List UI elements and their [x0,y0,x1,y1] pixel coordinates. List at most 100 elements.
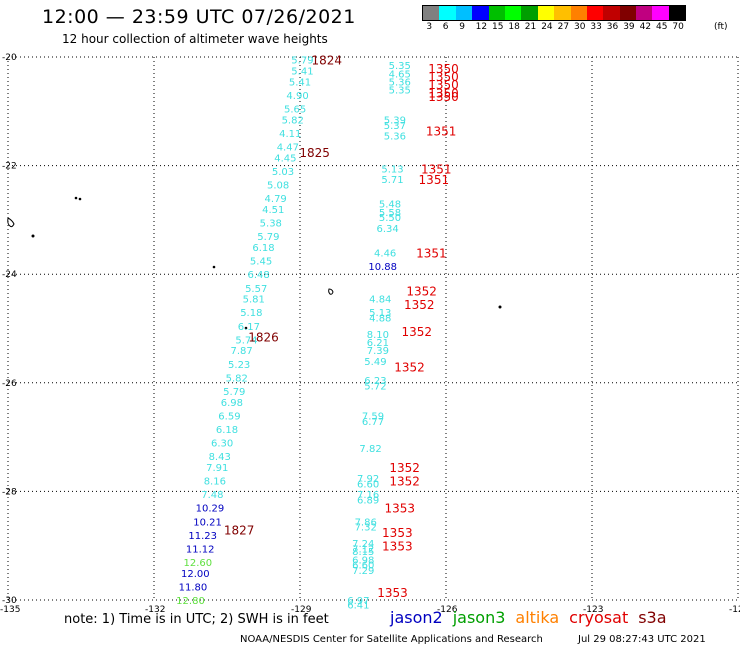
color-swatch [423,6,440,20]
wave-height-value: 4.84 [369,295,391,306]
wave-height-value: 5.39 [384,115,406,126]
map-grid [7,56,739,601]
color-scale-label: 15 [492,22,504,32]
wave-height-value: 5.72 [364,382,386,393]
wave-height-value: 4.11 [279,129,301,140]
color-swatch [619,6,637,20]
pass-time-label: 1824 [311,54,342,68]
wave-height-value: 7.87 [230,346,252,357]
wave-height-value: 5.13 [369,308,391,319]
color-scale-bar [422,5,687,21]
color-scale-label: 9 [459,22,465,32]
wave-height-value: 7.82 [359,444,381,455]
wave-height-value: 5.50 [379,213,401,224]
wave-height-value: 7.24 [352,539,374,550]
pass-time-label: 1352 [406,284,437,298]
wave-height-value: 10.21 [193,517,222,528]
wave-height-value: 12.80 [176,596,205,607]
island-outlines [7,196,502,330]
wave-height-value: 5.79 [223,387,245,398]
axis-tick-labels: -135 -132 -129 -126 -123 -120 -20 -22 -24 -26 -28 -… [0,53,740,615]
wave-height-value: 4.65 [389,69,411,80]
wave-height-value: 7.86 [355,517,377,528]
island-marker [328,288,334,295]
wave-height-value: 6.23 [364,376,386,387]
wave-height-value: 6.59 [218,411,240,422]
x-tick-label: -135 [0,605,20,615]
wave-height-value: 4.79 [265,194,287,205]
wave-height-value: 12.00 [181,569,210,580]
satellite-legend-item: jason2 [390,608,443,627]
y-tick-label: -24 [2,270,17,280]
wave-height-value: 5.37 [384,121,406,132]
satellite-legend: jason2 jason3 altika cryosat s3a [390,608,677,627]
page-subtitle: 12 hour collection of altimeter wave hei… [62,32,328,46]
pass-time-label: 1352 [402,325,433,339]
wave-height-value: 12.60 [183,558,212,569]
wave-height-value: 5.49 [364,357,386,368]
wave-height-value: 4.90 [286,91,308,102]
island-marker [498,305,502,309]
wave-height-value: 10.88 [368,262,397,273]
wave-height-value: 11.80 [179,582,208,593]
pass-time-label: 1351 [426,124,457,138]
wave-height-value: 6.77 [362,417,384,428]
wave-height-value: 6.30 [211,439,233,450]
y-tick-label: -30 [2,596,17,606]
wave-height-value: 7.16 [357,490,379,501]
pass-time-label: 1825 [299,146,330,160]
wave-height-value: 6.17 [238,322,260,333]
y-tick-label: -22 [2,162,17,172]
wave-height-value: 6.60 [357,479,379,490]
wave-height-value: 6.89 [357,496,379,507]
wave-height-value: 5.41 [291,67,313,78]
island-marker [244,326,248,330]
wave-height-value: 5.23 [228,360,250,371]
wave-height-value: 6.98 [352,555,374,566]
wave-height-value: 4.47 [277,143,299,154]
wave-height-value: 5.82 [282,115,304,126]
wave-height-value: 6.18 [252,243,274,254]
wave-height-value: 4.88 [369,314,391,325]
color-scale-label: 39 [623,22,635,32]
color-swatch [537,6,555,20]
y-tick-label: -20 [2,53,17,63]
wave-height-value: 5.35 [389,61,411,72]
satellite-legend-item: jason3 [452,608,506,627]
color-swatch [603,6,620,20]
wave-height-value: 5.03 [272,167,294,178]
wave-height-value: 5.65 [284,105,306,116]
wave-height-value: 5.57 [245,284,267,295]
wave-height-value: 7.12 [352,544,374,555]
wave-height-value: 5.41 [289,77,311,88]
color-swatch [504,6,522,20]
color-scale-label: 45 [656,22,668,32]
pass-time-label: 1826 [248,331,279,345]
color-swatch [570,6,587,20]
pass-time-label: 1353 [382,526,413,540]
x-tick-label: -129 [291,605,312,615]
pass-time-label: 1353 [382,540,413,554]
wave-height-value: 5.82 [226,373,248,384]
pass-time-label: 1351 [421,162,452,176]
color-swatch [668,6,686,20]
island-marker [7,217,15,228]
pass-time-labels: 1824182518261827135013501350135013501351… [224,54,459,600]
pass-time-label: 1350 [428,70,459,84]
pass-time-label: 1352 [389,461,420,475]
generated-timestamp: Jul 29 08:27:43 UTC 2021 [578,634,706,645]
wave-height-value: 8.43 [209,452,231,463]
pass-time-label: 1350 [428,62,459,76]
wave-height-value: 5.35 [389,86,411,97]
page-title: 12:00 — 23:59 UTC 07/26/2021 [42,6,356,28]
wave-height-value: 7.29 [352,566,374,577]
pass-time-label: 1352 [404,298,435,312]
color-scale-label: 70 [672,22,684,32]
island-marker [31,234,35,238]
wave-height-value: 5.13 [381,164,403,175]
wave-height-value: 5.58 [379,208,401,219]
credit-line: NOAA/NESDIS Center for Satellite Applica… [240,634,543,645]
color-swatch [636,6,653,20]
color-scale-label: 36 [606,22,619,32]
